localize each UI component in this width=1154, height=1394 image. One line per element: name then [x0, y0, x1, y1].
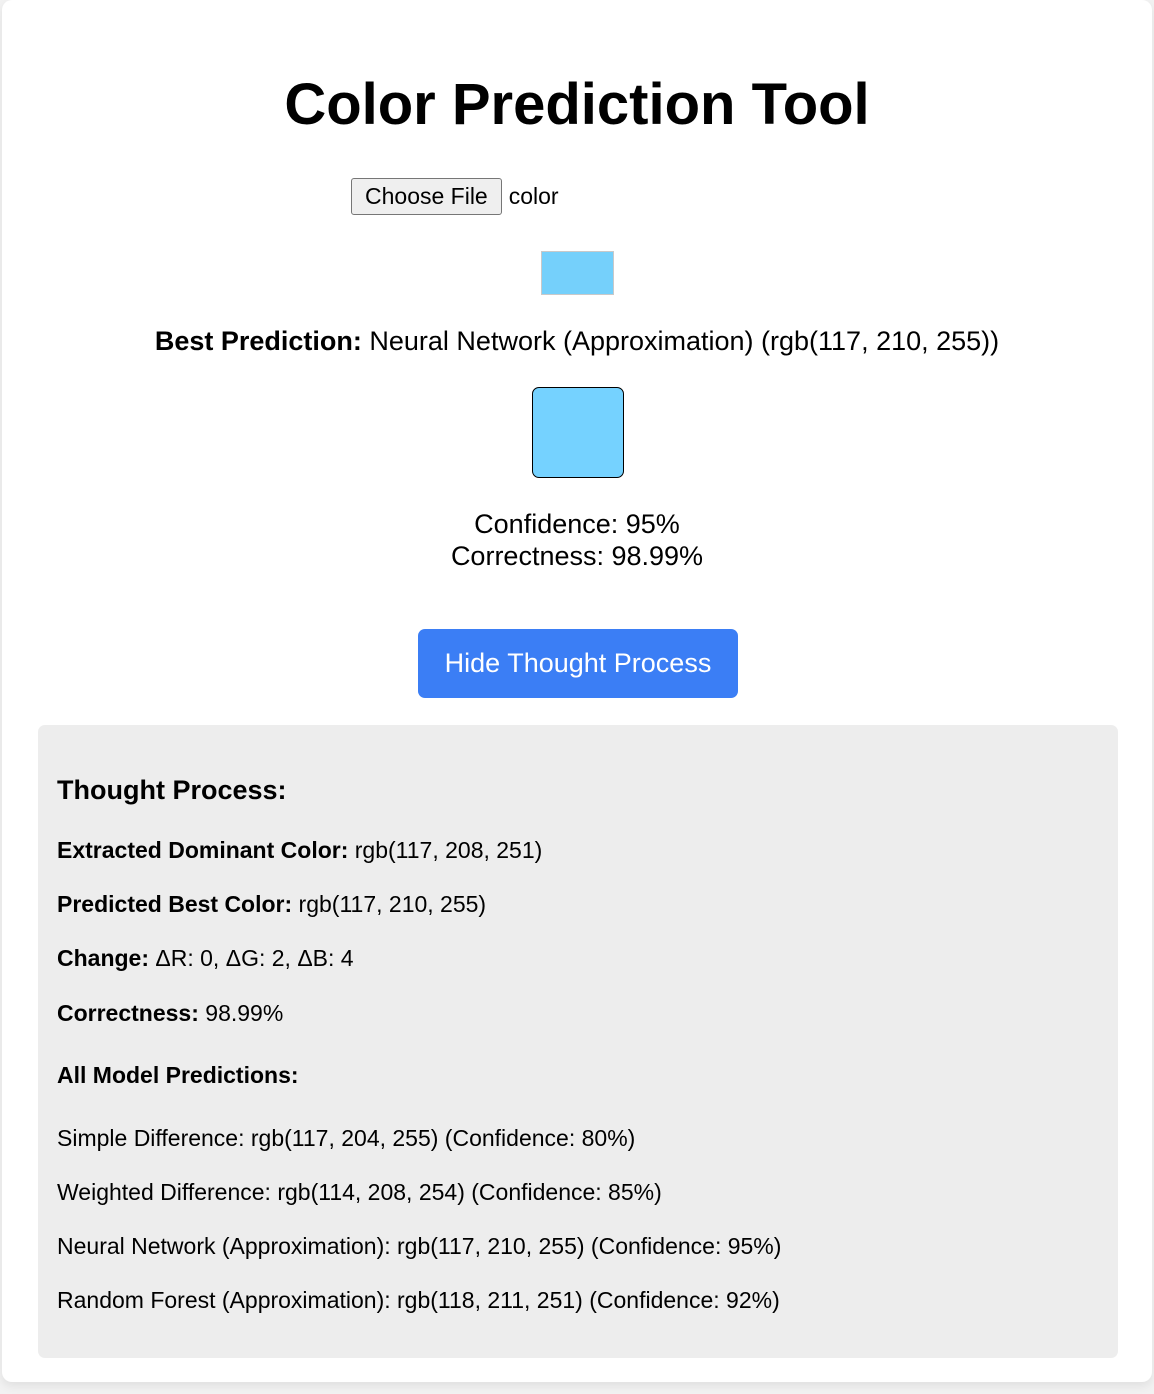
extracted-color-value: rgb(117, 208, 251): [354, 837, 543, 863]
file-name-label: color: [508, 182, 559, 209]
change-line: Change: ΔR: 0, ΔG: 2, ΔB: 4: [57, 943, 354, 973]
best-prediction: Best Prediction: Neural Network (Approxi…: [2, 323, 1152, 359]
extracted-color-line: Extracted Dominant Color: rgb(117, 208, …: [57, 835, 542, 865]
page-title: Color Prediction Tool: [284, 72, 870, 137]
predicted-color-value: rgb(117, 210, 255): [298, 891, 487, 917]
predicted-color-label: Predicted Best Color:: [57, 891, 293, 917]
thought-process-heading: Thought Process:: [57, 775, 287, 805]
model-prediction-item: Random Forest (Approximation): rgb(118, …: [57, 1287, 780, 1313]
best-prediction-value: Neural Network (Approximation) (rgb(117,…: [369, 326, 1000, 356]
best-prediction-label: Best Prediction:: [154, 326, 362, 356]
correctness-line: Correctness: 98.99%: [57, 998, 283, 1028]
predicted-color-swatch: [532, 387, 624, 478]
extracted-color-label: Extracted Dominant Color:: [57, 837, 349, 863]
all-models-heading: All Model Predictions:: [57, 1060, 299, 1090]
model-prediction-item: Weighted Difference: rgb(114, 208, 254) …: [57, 1179, 662, 1205]
model-prediction-item: Neural Network (Approximation): rgb(117,…: [57, 1233, 782, 1259]
hide-thought-process-button[interactable]: Hide Thought Process: [418, 629, 738, 698]
file-input-row: Choose File color: [351, 177, 559, 215]
change-value: ΔR: 0, ΔG: 2, ΔB: 4: [155, 945, 354, 971]
choose-file-button[interactable]: Choose File: [351, 177, 502, 215]
correctness-value: 98.99%: [205, 1000, 284, 1026]
thought-process-panel: Thought Process: Extracted Dominant Colo…: [38, 725, 1118, 1358]
extracted-color-swatch: [541, 251, 614, 295]
model-prediction-item: Simple Difference: rgb(117, 204, 255) (C…: [57, 1125, 636, 1151]
confidence-text: Confidence: 95%: [474, 509, 680, 539]
correctness-text: Correctness: 98.99%: [450, 541, 704, 571]
predicted-color-line: Predicted Best Color: rgb(117, 210, 255): [57, 889, 486, 919]
correctness-label: Correctness:: [57, 1000, 199, 1026]
all-models-heading-text: All Model Predictions:: [57, 1062, 299, 1088]
change-label: Change:: [57, 945, 149, 971]
